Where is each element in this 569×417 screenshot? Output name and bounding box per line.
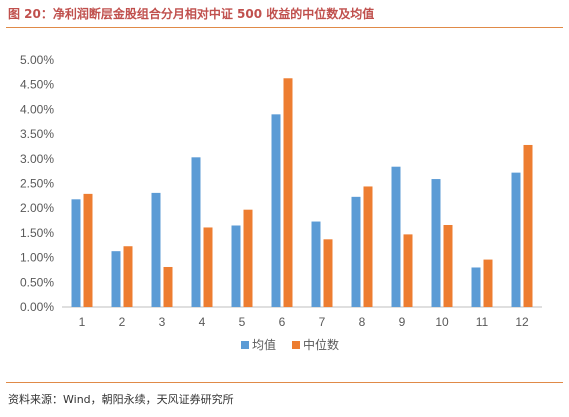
bar-mean-8 [351,196,361,307]
y-tick-label: 4.00% [20,102,54,116]
bar-mean-10 [431,179,441,307]
x-tick-label: 12 [515,315,529,329]
bar-chart: 0.00% 0.50% 1.00% 1.50% 2.00% 2.50% 3.00% 3.50%… [20,53,542,352]
bar-median-9 [403,234,413,307]
x-tick-label: 4 [199,315,206,329]
bar-median-12 [523,144,533,307]
legend-swatch-mean [241,341,249,349]
y-tick-label: 2.50% [20,177,54,191]
bar-mean-11 [471,267,481,307]
bar-median-6 [283,78,293,307]
x-tick-label: 9 [399,315,406,329]
bar-median-8 [363,186,373,307]
y-tick-label: 5.00% [20,53,54,67]
bar-mean-5 [231,225,241,307]
x-tick-label: 10 [435,315,449,329]
legend-swatch-median [292,341,300,349]
bar-median-11 [483,259,493,307]
bar-mean-1 [71,199,81,307]
x-tick-label: 3 [159,315,166,329]
x-tick-label: 1 [79,315,86,329]
bar-mean-3 [151,192,161,307]
bar-median-3 [163,266,173,307]
y-tick-label: 1.00% [20,251,54,265]
source-divider [6,382,563,383]
bar-median-10 [443,224,453,307]
y-tick-label: 0.00% [20,300,54,314]
x-tick-label: 8 [359,315,366,329]
title-divider [6,27,563,28]
bar-median-5 [243,209,253,307]
x-tick-label: 5 [239,315,246,329]
y-tick-label: 4.50% [20,78,54,92]
y-tick-label: 1.50% [20,226,54,240]
bar-median-2 [123,246,133,307]
y-tick-label: 2.00% [20,201,54,215]
x-tick-label: 6 [279,315,286,329]
y-tick-label: 0.50% [20,275,54,289]
figure-title: 图 20：净利润断层金股组合分月相对中证 500 收益的中位数及均值 [8,7,375,21]
bar-mean-2 [111,251,121,307]
legend-label-mean: 均值 [252,337,276,352]
bar-mean-4 [191,157,201,307]
source-note: 资料来源：Wind，朝阳永续，天风证券研究所 [8,393,234,406]
x-tick-label: 11 [476,315,489,329]
y-tick-label: 3.00% [20,152,54,166]
bar-mean-7 [311,221,321,307]
bar-mean-6 [271,114,281,307]
legend-label-median: 中位数 [303,337,339,352]
bar-median-1 [83,193,93,307]
y-tick-label: 3.50% [20,127,54,141]
bar-median-7 [323,239,333,307]
bar-median-4 [203,227,213,307]
bar-mean-9 [391,166,401,307]
x-tick-label: 2 [119,315,126,329]
x-tick-label: 7 [319,315,326,329]
bar-mean-12 [511,172,521,307]
